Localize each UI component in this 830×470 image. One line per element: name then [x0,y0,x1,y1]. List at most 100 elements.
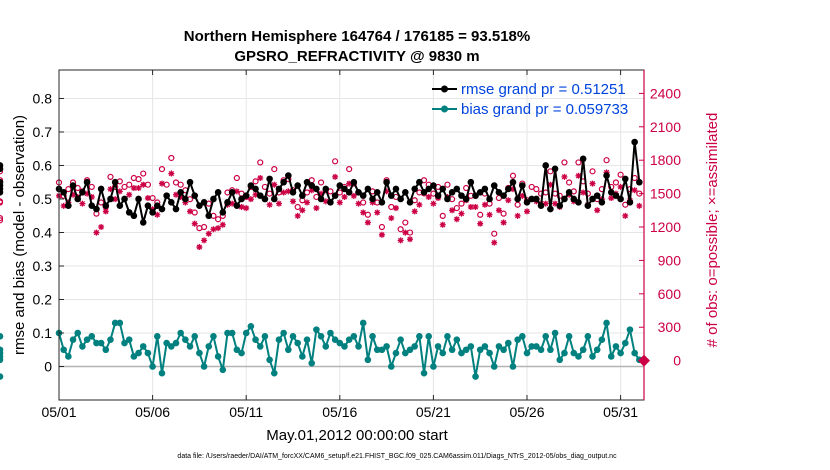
obs-assimilated-point-35 [219,221,226,228]
bias-point-81 [434,343,442,350]
obs-possible-point-14 [121,183,128,191]
x-axis-label: May.01,2012 00:00:00 start [266,427,448,444]
obs-possible-point-86 [458,200,465,207]
bias-point-10 [102,346,110,354]
rmse-point-113 [584,202,592,209]
bias-point-8 [93,339,100,347]
y-tick-label-3: 0.3 [33,258,53,274]
bias-point-69 [378,346,386,354]
rmse-point-69 [378,199,386,206]
obs-assimilated-point-62 [346,180,353,187]
bias-point-7 [88,333,96,340]
bias-point-36 [224,329,231,337]
rmse-point-41 [247,182,255,189]
obs-assimilated-point-99 [519,192,526,199]
rmse-point-80 [430,182,437,189]
obs-assimilated-point-104 [542,200,549,207]
rmse-point-23 [163,192,170,199]
obs-possible-point-111 [575,159,582,166]
bias-point-44 [261,333,269,340]
bias-point-116 [598,336,606,343]
obs-assimilated-point-114 [589,180,596,187]
rmse-point-84 [448,188,456,196]
obs-possible-point-90 [477,211,484,218]
bias-point-58 [327,329,334,337]
bias-point-94 [495,343,503,350]
bias-point-74 [402,349,409,357]
obs-assimilated-point-80 [430,200,437,207]
rmse-point-128 [0,188,4,196]
rmse-point-119 [612,192,620,199]
rmse-point-21 [153,202,161,209]
obs-assimilated-point-73 [397,237,404,244]
obs-assimilated-point-111 [575,172,582,179]
obs-possible-point-56 [317,179,325,186]
rmse-point-18 [139,219,147,226]
bias-point-6 [83,336,91,343]
bias-point-108 [561,349,568,357]
obs-assimilated-point-59 [332,173,339,180]
bias-point-128 [0,346,4,354]
rmse-point-63 [350,178,358,186]
rmse-point-72 [392,185,400,193]
obs-assimilated-point-79 [425,193,432,200]
obs-assimilated-point-45 [266,201,273,208]
bias-point-118 [607,353,615,360]
rmse-point-42 [252,185,259,193]
bias-point-35 [219,366,227,374]
obs-possible-point-18 [140,170,147,177]
bias-point-87 [462,346,470,354]
rmse-point-112 [579,155,587,163]
y2-axis-label: # of obs: o=possible; ×=assimilated [704,113,721,348]
rmse-point-58 [327,199,334,206]
obs-assimilated-point-84 [449,207,456,214]
rmse-point-1 [60,188,67,196]
bias-point-93 [490,363,498,370]
bias-point-80 [430,363,437,370]
y2-tick-label-1: 300 [658,319,682,335]
rmse-point-43 [256,192,264,199]
rmse-point-7 [88,202,96,209]
bias-point-32 [205,343,213,350]
bias-point-31 [200,363,208,370]
rmse-point-36 [224,199,231,206]
obs-assimilated-point-12 [112,196,119,203]
obs-assimilated-point-55 [313,205,320,212]
obs-assimilated-point-69 [378,231,385,238]
bias-point-70 [383,343,390,350]
rmse-point-40 [242,192,250,199]
obs-assimilated-point-5 [79,200,86,207]
obs-possible-point-117 [603,157,610,164]
obs-assimilated-point-118 [608,195,615,202]
obs-assimilated-point-31 [201,237,208,244]
rmse-point-28 [186,178,194,186]
legend-rmse-label: rmse grand pr = 0.51251 [461,81,626,98]
rmse-point-55 [313,185,320,193]
bias-point-2 [65,353,72,360]
rmse-point-120 [617,195,624,203]
rmse-point-93 [490,182,498,189]
x-tick-label-0: 05/01 [41,404,76,420]
obs-possible-point-71 [388,203,395,211]
bias-point-25 [172,339,180,347]
y2-tick-label-6: 1800 [650,152,681,168]
rmse-point-12 [111,178,119,186]
rmse-point-94 [495,188,503,196]
bias-point-24 [168,343,175,350]
obs-assimilated-point-41 [247,196,254,203]
obs-assimilated-point-37 [229,200,236,207]
bias-point-30 [196,349,203,357]
bias-point-17 [135,349,142,357]
bias-point-85 [453,336,461,343]
rmse-point-57 [322,185,330,193]
rmse-point-68 [373,188,381,196]
bias-point-103 [537,346,545,354]
obs-possible-point-34 [215,216,222,223]
bias-point-100 [523,349,531,357]
bias-point-83 [444,333,451,340]
obs-assimilated-point-95 [500,219,507,226]
bias-point-120 [617,349,624,357]
obs-assimilated-point-105 [547,181,554,188]
rmse-point-13 [116,202,124,209]
rmse-point-10 [102,202,110,209]
